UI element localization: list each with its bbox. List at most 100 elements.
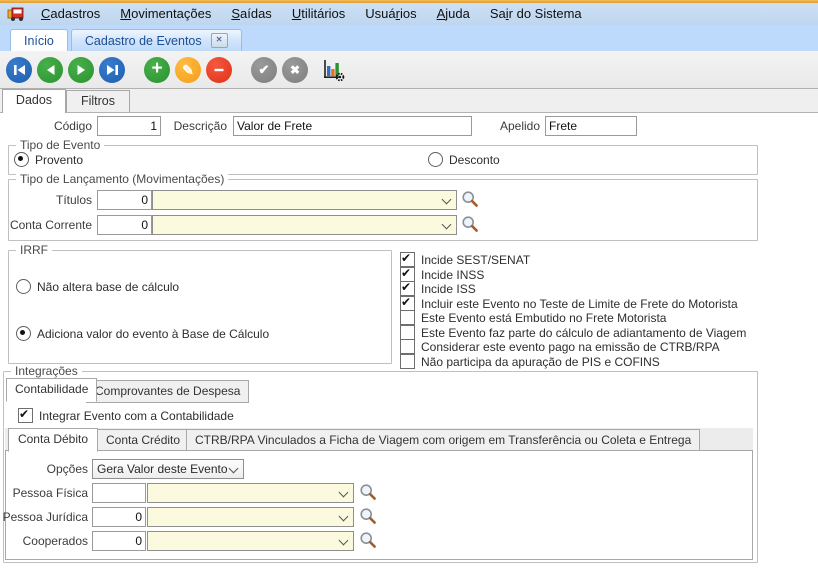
provento-radio[interactable] [14,152,29,167]
cooperados-label: Cooperados [22,534,88,548]
pessoa-juridica-combo[interactable] [147,507,354,527]
next-record-button[interactable] [68,56,94,83]
conta-corrente-search-icon[interactable] [461,215,479,233]
pessoa-juridica-code-input[interactable] [92,507,146,527]
first-record-button[interactable] [6,56,32,83]
insert-record-button[interactable]: + [144,56,170,83]
incide-iss-checkbox[interactable] [400,280,415,296]
pessoa-juridica-search-icon[interactable] [359,507,377,525]
flag-label: Não participa da apuração de PIS e COFIN… [421,354,660,369]
flag-label: Incluir este Evento no Teste de Limite d… [421,296,738,311]
calculo-adiantamento-checkbox[interactable] [400,325,415,340]
flag-row[interactable]: Incluir este Evento no Teste de Limite d… [400,295,738,311]
incide-inss-checkbox[interactable] [400,266,415,282]
last-record-button[interactable] [99,56,125,83]
menu-movimentacoes[interactable]: Movimentações [120,6,212,21]
flag-label: Incide ISS [421,281,476,296]
titulos-label: Títulos [55,193,92,207]
conta-corrente-combo[interactable] [152,215,457,235]
menu-ajuda[interactable]: Ajuda [436,6,470,21]
menu-utilitarios[interactable]: Utilitários [291,6,346,21]
tab-conta-debito[interactable]: Conta Débito [8,428,98,452]
close-tab-icon[interactable]: ✕ [210,33,228,48]
document-tabstrip: Início Cadastro de Eventos ✕ [0,25,818,51]
adiciona-radio-row[interactable]: Adiciona valor do evento à Base de Cálcu… [16,326,269,341]
flag-row[interactable]: Incide ISS [400,280,476,296]
flag-row[interactable]: Este Evento está Embutido no Frete Motor… [400,310,666,325]
pessoa-fisica-combo[interactable] [147,483,354,503]
incide-sest-senat-checkbox[interactable] [400,251,415,267]
cooperados-code-input[interactable] [92,531,146,551]
desconto-radio[interactable] [428,152,443,167]
delete-record-button[interactable] [206,56,232,83]
tab-filtros[interactable]: Filtros [66,90,130,112]
integracoes-group: Integrações [3,364,758,563]
window-top-accent [0,0,818,3]
flag-row[interactable]: Não participa da apuração de PIS e COFIN… [400,354,660,369]
integrar-contabilidade-checkbox[interactable] [18,407,33,423]
cooperados-search-icon[interactable] [359,531,377,549]
apelido-label: Apelido [499,119,540,133]
tab-conta-credito[interactable]: Conta Crédito [97,429,190,452]
bar-chart-gear-icon [324,59,345,81]
provento-label: Provento [35,152,84,167]
desconto-radio-row[interactable]: Desconto [428,152,500,167]
prior-record-button[interactable] [37,56,63,83]
report-chart-button[interactable] [319,56,347,84]
codigo-input[interactable] [97,116,161,136]
tab-ctrb-rpa-vinculados[interactable]: CTRB/RPA Vinculados a Ficha de Viagem co… [186,429,701,452]
incluir-teste-limite-checkbox[interactable] [400,295,415,311]
integracoes-legend: Integrações [11,364,82,378]
descricao-input[interactable] [233,116,472,136]
menu-bar: Cadastros Movimentações Saídas Utilitári… [0,3,818,25]
titulos-combo[interactable] [152,190,457,210]
chevron-down-icon [441,219,452,229]
tab-inicio[interactable]: Início [10,29,68,51]
x-icon: ✖ [289,62,301,77]
flag-row[interactable]: Incide SEST/SENAT [400,251,530,267]
nao-altera-radio-row[interactable]: Não altera base de cálculo [16,279,179,294]
pessoa-fisica-label: Pessoa Física [12,486,88,500]
tab-comprovantes-de-despesa[interactable]: Comprovantes de Despesa [86,380,250,403]
menu-sair-do-sistema[interactable]: Sair do Sistema [489,6,582,21]
tab-inicio-label: Início [24,33,54,48]
page-tabstrip [0,89,818,113]
flag-row[interactable]: Considerar este evento pago na emissão d… [400,339,720,354]
flag-row[interactable]: Este Evento faz parte do cálculo de adia… [400,325,746,340]
opcoes-select[interactable]: Gera Valor deste Evento [92,459,244,479]
integrar-checkbox-row[interactable]: Integrar Evento com a Contabilidade [18,407,234,423]
tab-cadastro-de-eventos[interactable]: Cadastro de Eventos ✕ [70,29,242,51]
tab-contabilidade[interactable]: Contabilidade [6,378,98,402]
pessoa-fisica-code-input[interactable] [92,483,146,503]
cancel-button[interactable]: ✖ [282,56,308,83]
plus-icon: + [151,58,163,79]
titulos-code-input[interactable] [97,190,152,210]
tab-cadastro-label: Cadastro de Eventos [84,33,202,48]
nao-altera-radio[interactable] [16,279,31,294]
adiciona-radio[interactable] [16,326,31,341]
cooperados-combo[interactable] [147,531,354,551]
menu-usuarios[interactable]: Usuários [365,6,417,21]
flag-label: Este Evento faz parte do cálculo de adia… [421,325,747,340]
confirm-button[interactable]: ✔ [251,56,277,83]
provento-radio-row[interactable]: Provento [14,152,83,167]
conta-corrente-code-input[interactable] [97,215,152,235]
apelido-input[interactable] [545,116,637,136]
flag-row[interactable]: Incide INSS [400,266,485,282]
menu-cadastros[interactable]: Cadastros [41,6,101,21]
pago-emissao-ctrb-checkbox[interactable] [400,339,415,354]
minus-icon [214,68,224,71]
codigo-label: Código [53,119,92,133]
chevron-down-icon [338,487,349,497]
tipo-de-lancamento-legend: Tipo de Lançamento (Movimentações) [16,172,229,186]
nao-altera-label: Não altera base de cálculo [37,279,180,294]
flag-label: Incide INSS [421,267,485,282]
integrar-label: Integrar Evento com a Contabilidade [39,408,234,423]
embutido-frete-checkbox[interactable] [400,310,415,325]
nao-participa-pis-cofins-checkbox[interactable] [400,354,415,369]
titulos-search-icon[interactable] [461,190,479,208]
tab-dados[interactable]: Dados [2,89,66,113]
edit-record-button[interactable]: ✎ [175,56,201,83]
pessoa-fisica-search-icon[interactable] [359,483,377,501]
menu-saidas[interactable]: Saídas [231,6,272,21]
